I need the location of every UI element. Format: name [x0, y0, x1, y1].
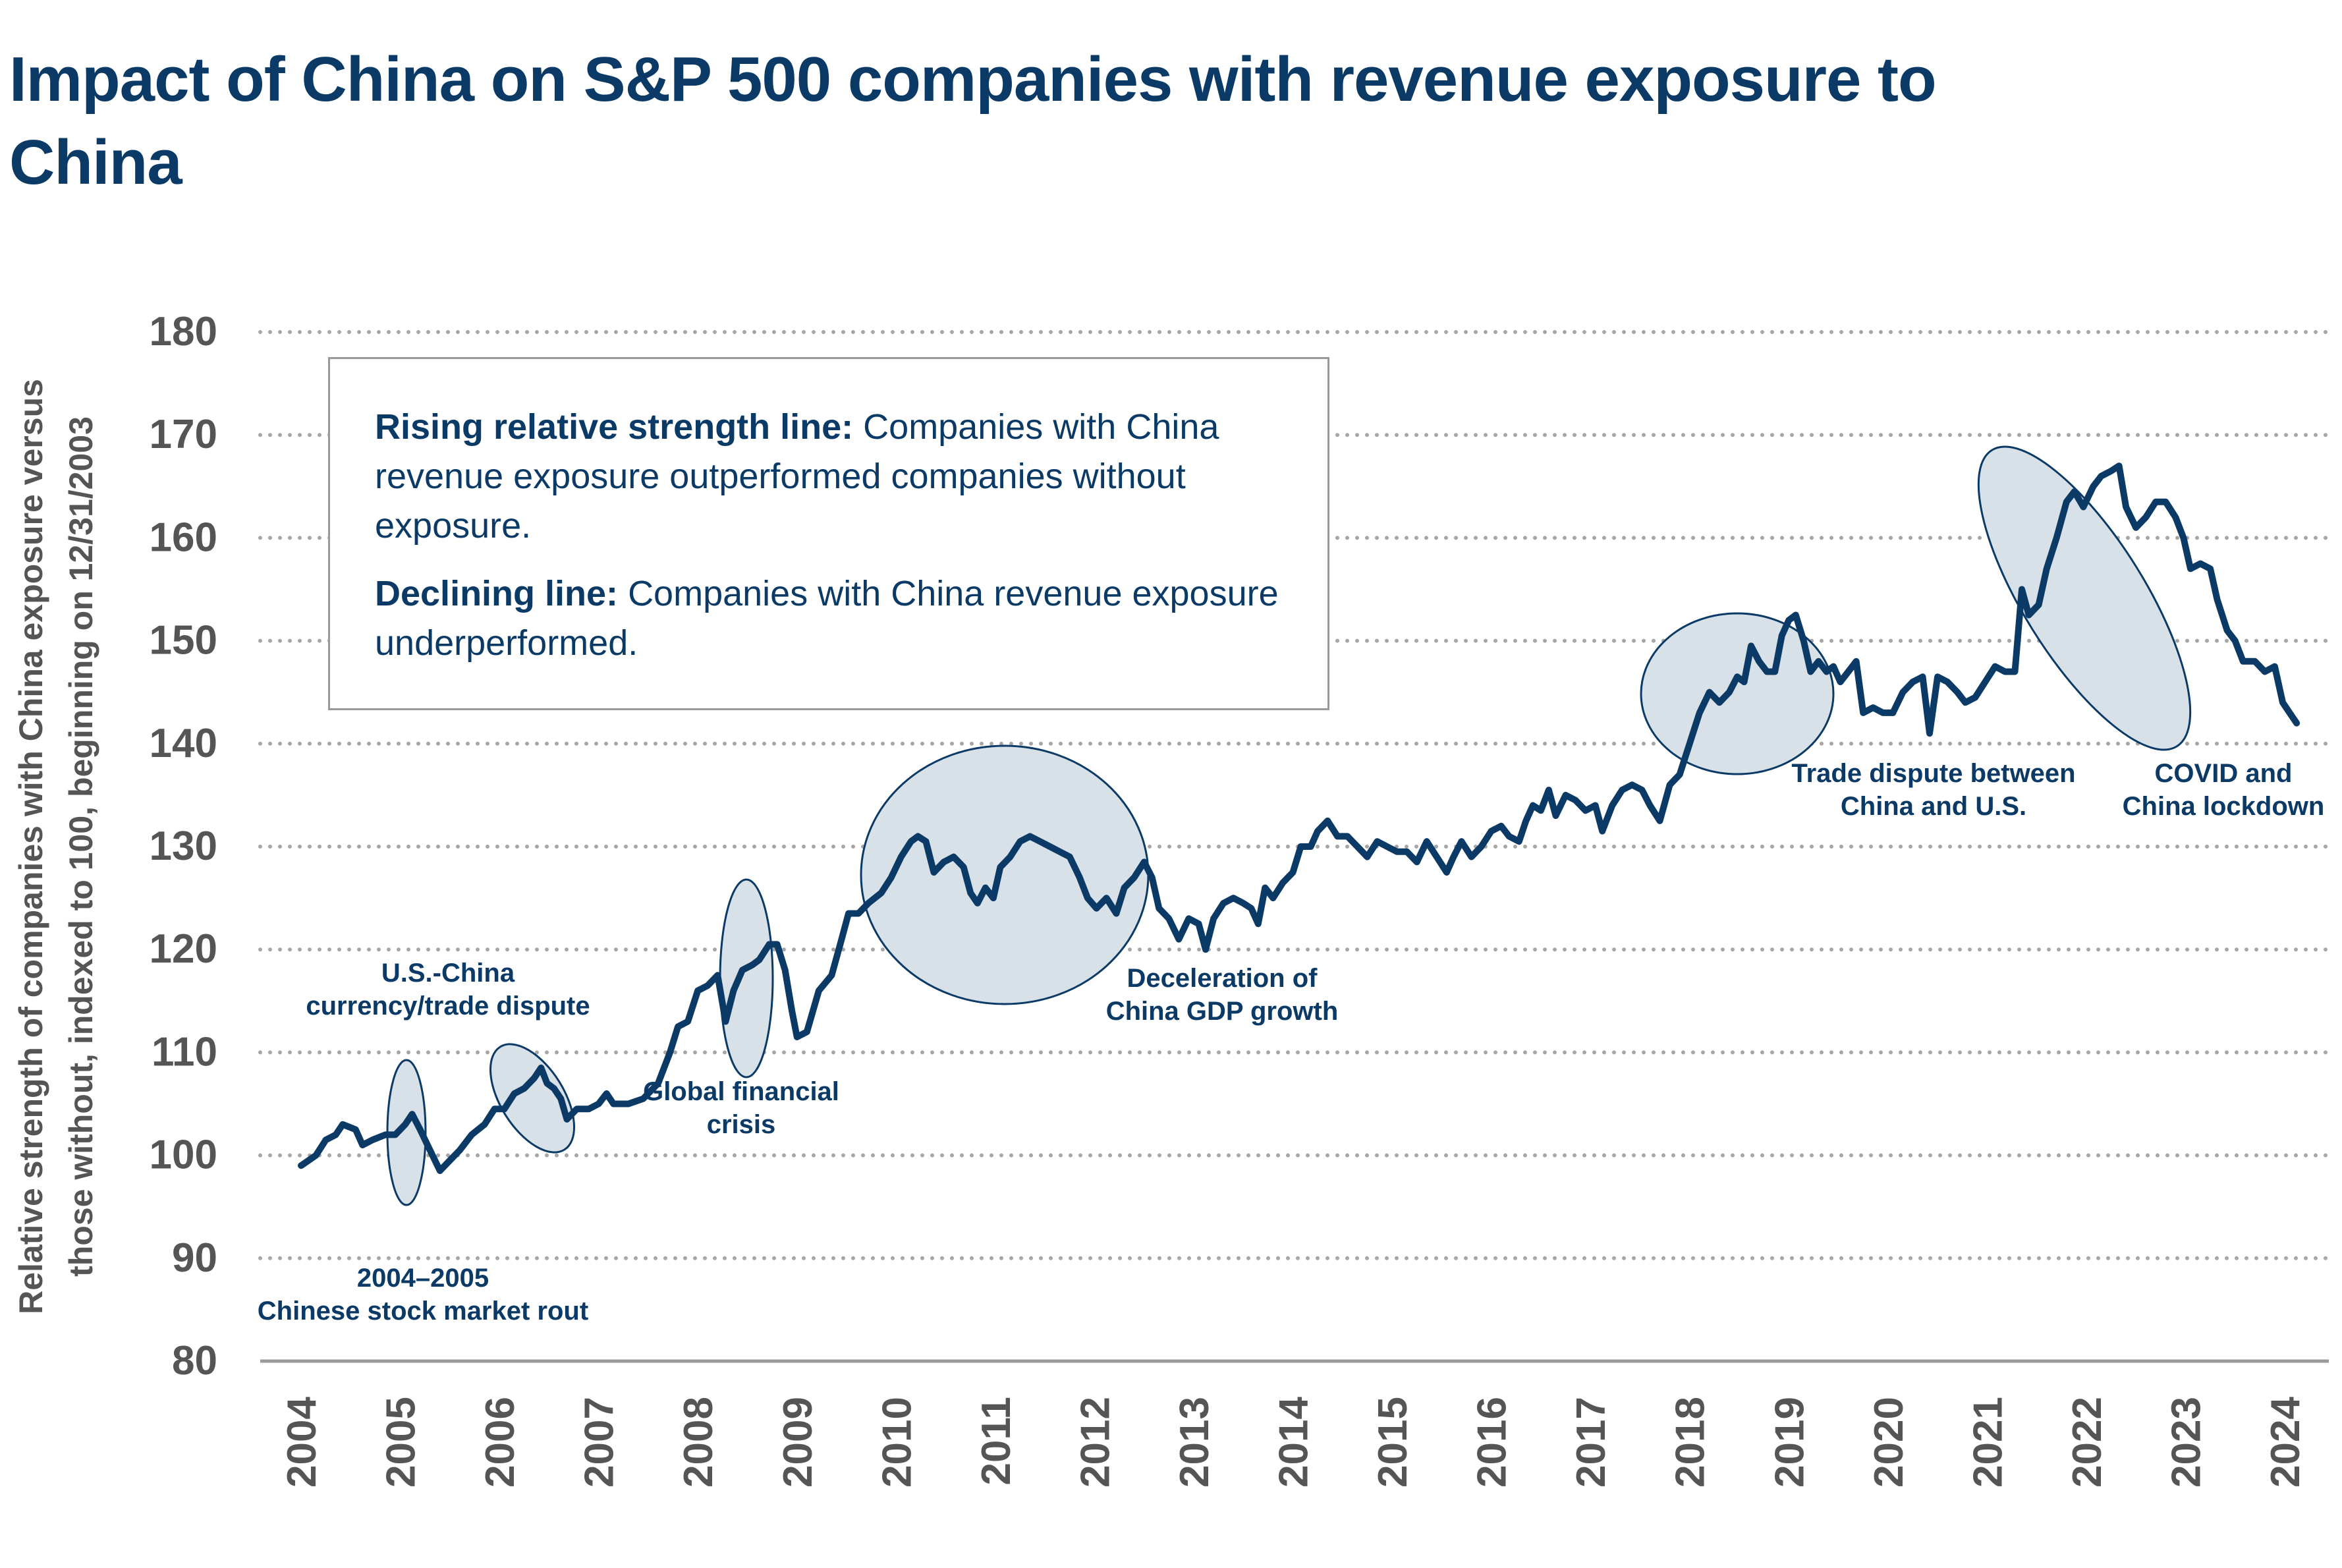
- y-tick-label: 140: [150, 721, 217, 766]
- annotation-label: U.S.-China currency/trade dispute: [306, 959, 590, 1021]
- x-tick-label: 2013: [1172, 1397, 1217, 1488]
- event-highlight-ellipse: [489, 1043, 576, 1154]
- declining-line-note: Declining line: Companies with China rev…: [375, 569, 1288, 668]
- x-tick-label: 2019: [1767, 1397, 1812, 1488]
- x-tick-label: 2017: [1569, 1397, 1614, 1488]
- page-title: Impact of China on S&P 500 companies wit…: [9, 44, 1937, 198]
- y-tick-label: 150: [150, 618, 217, 663]
- y-tick-label: 170: [150, 412, 217, 457]
- y-tick-label: 90: [172, 1235, 217, 1281]
- y-tick-label: 120: [150, 926, 217, 972]
- y-tick-label: 100: [150, 1133, 217, 1178]
- annotations: 2004–2005 Chinese stock market rout U.S.-C…: [258, 759, 2325, 1326]
- event-highlight-ellipse: [719, 878, 774, 1078]
- x-tick-label: 2006: [478, 1397, 523, 1488]
- x-tick-label: 2008: [676, 1397, 721, 1488]
- x-tick-label: 2015: [1370, 1397, 1416, 1488]
- x-tick-label: 2004: [279, 1396, 325, 1487]
- declining-line-text: Companies with China revenue exposure un…: [375, 574, 1279, 663]
- x-tick-label: 2012: [1073, 1397, 1118, 1488]
- x-tick-label: 2014: [1271, 1396, 1317, 1487]
- rising-line-text: Companies with China revenue exposure ou…: [375, 407, 1219, 546]
- x-tick-label: 2022: [2065, 1397, 2110, 1488]
- legend-info-box: Rising relative strength line: Companies…: [328, 357, 1329, 710]
- x-tick-label: 2020: [1866, 1397, 1912, 1488]
- x-tick-label: 2009: [775, 1397, 821, 1488]
- y-tick-label: 80: [172, 1338, 217, 1384]
- declining-line-heading: Declining line:: [375, 574, 619, 613]
- y-tick-label: 180: [150, 309, 217, 354]
- x-tick-label: 2016: [1470, 1397, 1515, 1488]
- y-axis-label: Relative strength of companies with Chin…: [13, 379, 99, 1314]
- x-tick-label: 2024: [2263, 1396, 2308, 1487]
- annotation-label: 2004–2005 Chinese stock market rout: [258, 1264, 588, 1326]
- x-tick-label: 2011: [974, 1397, 1019, 1486]
- event-highlight-ellipse: [860, 744, 1150, 1005]
- x-tick-label: 2018: [1668, 1397, 1714, 1488]
- annotation-label: Deceleration of China GDP growth: [1106, 964, 1339, 1026]
- x-tick-label: 2005: [379, 1397, 424, 1488]
- x-tick-label: 2007: [577, 1397, 623, 1488]
- annotation-label: Global financial crisis: [643, 1077, 839, 1139]
- annotation-label: Trade dispute between China and U.S.: [1791, 759, 2075, 821]
- series-layer: [298, 462, 2300, 1174]
- y-tick-label: 110: [152, 1029, 217, 1075]
- rising-line-heading: Rising relative strength line:: [375, 407, 854, 447]
- x-tick-label: 2023: [2163, 1397, 2209, 1488]
- relative-strength-line: [298, 462, 2300, 1174]
- annotation-label: COVID and China lockdown: [2123, 759, 2325, 821]
- rising-line-note: Rising relative strength line: Companies…: [375, 403, 1288, 551]
- x-tick-label: 2021: [1965, 1397, 2011, 1488]
- event-highlight-ellipse: [1977, 445, 2192, 751]
- y-tick-label: 160: [150, 515, 217, 560]
- x-tick-label: 2010: [874, 1397, 920, 1488]
- y-tick-label: 130: [150, 824, 217, 869]
- axis-ticks: 80 90 100 110 120 130 140 150 160 170 180 2004 2005 2…: [150, 309, 2308, 1488]
- event-highlights: [386, 445, 2192, 1206]
- event-highlight-ellipse: [1640, 612, 1835, 775]
